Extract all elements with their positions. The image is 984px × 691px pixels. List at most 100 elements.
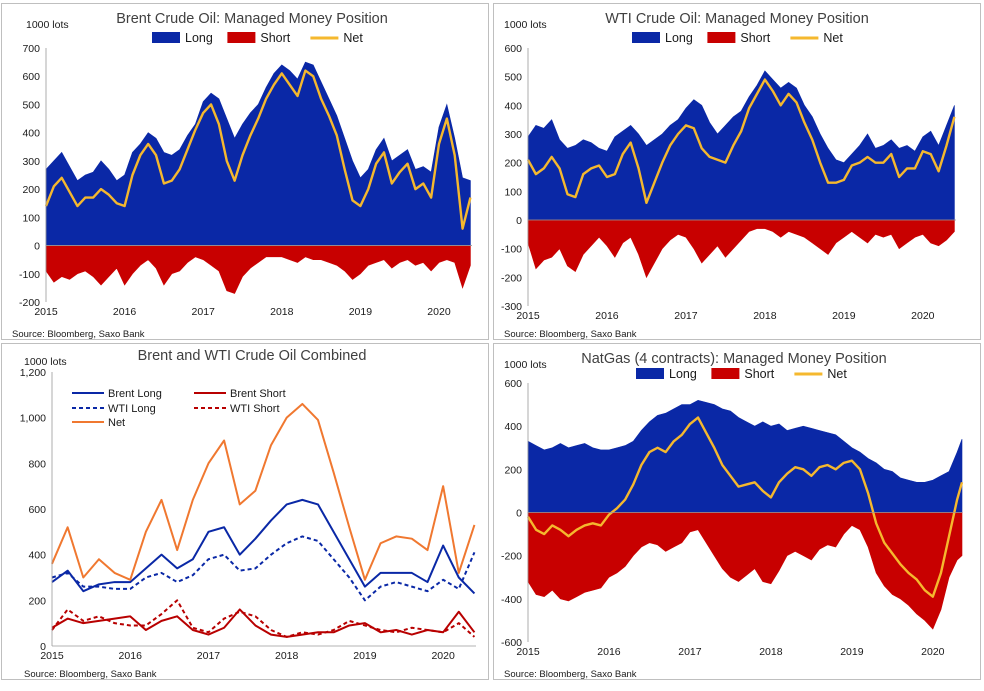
legend-swatch-short [707,32,736,43]
legend-label-brent-short: Brent Short [230,388,286,400]
y-tick-label: -200 [501,272,522,284]
source-note: Source: Bloomberg, Saxo Bank [12,329,145,340]
legend-label-short: Short [740,31,770,45]
y-tick-label: 1,200 [20,367,46,379]
y-tick-label: 100 [504,186,522,198]
x-tick-label: 2017 [678,646,702,658]
legend: Brent Long Brent Short WTI Long WTI Short Ne… [72,388,286,429]
y-tick-label: 300 [504,129,522,141]
brent-short-points [51,609,475,637]
y-tick-label: -200 [501,551,522,563]
x-tick-label: 2015 [516,646,540,658]
legend-label-long: Long [665,31,693,45]
y-tick-label: 200 [22,184,40,196]
chart-panel-natgas: NatGas (4 contracts): Managed Money Posi… [493,343,981,680]
x-tick-label: 2015 [516,310,540,322]
x-tick-label: 2017 [197,650,221,662]
chart-title: NatGas (4 contracts): Managed Money Posi… [581,351,886,367]
y-tick-label: 0 [34,241,40,253]
legend-swatch-short [711,368,740,379]
chart-title: Brent Crude Oil: Managed Money Position [116,11,388,27]
chart-svg-brent: Brent Crude Oil: Managed Money Position 1… [12,11,472,340]
legend-label-net: Net [823,31,843,45]
source-note: Source: Bloomberg, Saxo Bank [504,329,637,340]
legend-swatch-long [632,32,660,43]
brent-short-line [51,608,476,638]
wti-short-line [51,599,476,638]
y-tick-label: 800 [28,458,46,470]
chart-panel-wti: WTI Crude Oil: Managed Money Position 100… [493,3,981,340]
legend-label-wti-long: WTI Long [108,403,156,415]
y-unit-label: 1000 lots [26,19,69,31]
y-tick-label: 100 [22,212,40,224]
y-tick-label: 500 [504,72,522,84]
long-points [527,70,955,163]
y-tick-label: 0 [516,508,522,520]
net-points [45,70,471,229]
y-tick-label: 400 [504,100,522,112]
x-tick-label: 2018 [270,306,294,318]
chart-panel-brent: Brent Crude Oil: Managed Money Position 1… [1,3,489,340]
short-points [527,525,963,630]
x-tick-label: 2015 [40,650,64,662]
legend-swatch-long [636,368,664,379]
wti-long-points [51,536,475,601]
brent-long-line [51,498,476,595]
legend-label-brent-long: Brent Long [108,388,162,400]
y-tick-label: 400 [28,550,46,562]
legend-swatch-long [152,32,180,43]
legend-label-net: Net [827,367,847,381]
y-tick-label: 0 [516,215,522,227]
short-area [45,245,471,294]
y-unit-label: 1000 lots [504,359,547,371]
y-tick-label: 200 [28,595,46,607]
y-tick-label: 0 [40,641,46,653]
brent-long-points [51,499,475,594]
y-tick-label: -600 [501,637,522,649]
net-points [51,403,475,580]
chart-svg-natgas: NatGas (4 contracts): Managed Money Posi… [501,351,964,680]
legend-label-long: Long [669,367,697,381]
x-tick-label: 2020 [921,646,945,658]
y-tick-label: 700 [22,43,40,55]
y-tick-label: 200 [504,158,522,170]
x-tick-label: 2019 [832,310,856,322]
y-tick-label: -300 [501,301,522,313]
y-unit-label: 1000 lots [24,356,67,368]
y-tick-label: 200 [504,464,522,476]
x-tick-label: 2015 [34,306,58,318]
legend: Long Short Net [636,367,847,381]
legend: Long Short Net [632,31,843,45]
source-note: Source: Bloomberg, Saxo Bank [504,669,637,680]
x-tick-label: 2016 [597,646,621,658]
x-tick-label: 2019 [349,306,373,318]
x-tick-label: 2017 [674,310,698,322]
net-points [527,417,963,597]
x-tick-label: 2018 [275,650,299,662]
chart-panel-combined: Brent and WTI Crude Oil Combined 1000 lot… [1,343,489,680]
legend-label-net: Net [108,417,125,429]
x-tick-label: 2018 [759,646,783,658]
chart-title: WTI Crude Oil: Managed Money Position [605,11,869,27]
long-area [527,70,955,221]
long-area [527,399,963,513]
legend-label-net: Net [343,31,363,45]
y-tick-label: 400 [22,128,40,140]
y-tick-label: -200 [19,297,40,309]
y-tick-label: 600 [22,71,40,83]
y-tick-label: 600 [504,378,522,390]
x-tick-label: 2020 [427,306,451,318]
net-line [51,402,476,581]
short-points [45,256,471,294]
y-tick-label: 600 [28,504,46,516]
y-tick-label: 600 [504,43,522,55]
y-tick-label: 1,000 [20,413,46,425]
legend: Long Short Net [152,31,363,45]
x-tick-label: 2018 [753,310,777,322]
y-tick-label: -100 [501,244,522,256]
x-tick-label: 2019 [840,646,864,658]
legend-swatch-short [227,32,256,43]
legend-label-long: Long [185,31,213,45]
x-tick-label: 2020 [431,650,455,662]
long-points [45,62,471,181]
